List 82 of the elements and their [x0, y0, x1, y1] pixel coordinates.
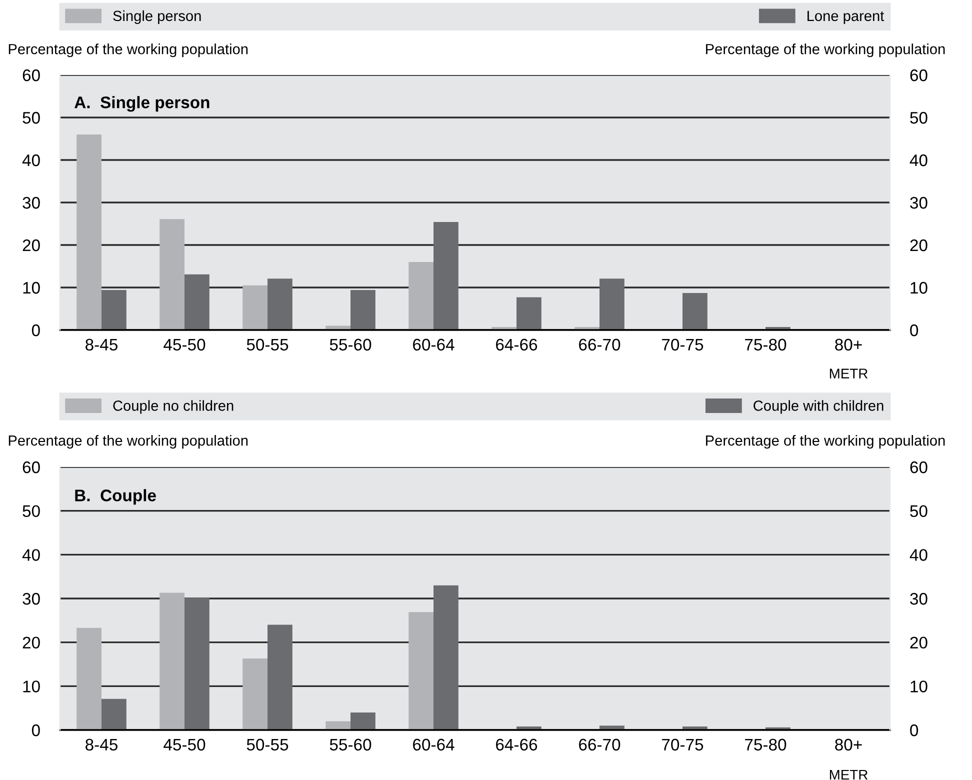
- bar: [184, 598, 210, 730]
- x-tick-label: 55-60: [330, 738, 372, 751]
- y2-tick-label: 20: [910, 636, 928, 649]
- bar: [326, 721, 350, 730]
- y-tick-label: 30: [22, 196, 40, 209]
- legend-label: Single person: [113, 10, 201, 24]
- x-tick-label: 55-60: [330, 338, 372, 351]
- bar: [160, 592, 184, 730]
- y2-tick-label: 60: [910, 69, 928, 82]
- x-axis-title: METR: [830, 368, 868, 378]
- y2-axis-title: Percentage of the working population: [706, 434, 945, 449]
- x-tick-label: 45-50: [164, 738, 206, 751]
- y2-tick-label: 50: [910, 112, 928, 124]
- legend-label: Couple with children: [754, 400, 884, 414]
- y-tick-label: 0: [32, 724, 40, 736]
- y2-tick-label: 30: [910, 592, 928, 605]
- x-tick-label: 75-80: [745, 338, 786, 351]
- bar: [242, 658, 268, 730]
- y-tick-label: 20: [22, 239, 40, 252]
- bar: [682, 293, 708, 330]
- x-tick-label: 80+: [835, 738, 862, 751]
- x-tick-label: 60-64: [413, 738, 454, 751]
- y-axis-title: Percentage of the working population: [8, 434, 248, 449]
- legend-label: Couple no children: [113, 400, 234, 414]
- bar: [242, 285, 268, 330]
- bar: [184, 274, 210, 330]
- y2-tick-label: 60: [910, 461, 928, 474]
- y2-axis-title: Percentage of the working population: [706, 44, 945, 58]
- text: B. Couple: [75, 489, 156, 505]
- bar: [350, 712, 376, 730]
- bar: [268, 278, 292, 330]
- x-tick-label: 8-45: [86, 738, 118, 751]
- y-tick-label: 60: [22, 69, 40, 82]
- x-tick-label: 8-45: [86, 338, 118, 351]
- x-tick-label: 50-55: [246, 738, 288, 751]
- y2-tick-label: 0: [910, 324, 918, 336]
- y2-tick-label: 10: [910, 282, 928, 294]
- y-tick-label: 10: [23, 680, 40, 692]
- y2-tick-label: 50: [910, 505, 928, 518]
- bar: [76, 134, 102, 330]
- x-axis-title: METR: [830, 770, 868, 780]
- bar: [600, 278, 624, 330]
- x-tick-label: 64-66: [496, 738, 538, 751]
- bar: [76, 628, 102, 730]
- x-tick-label: 75-80: [745, 738, 786, 751]
- y2-tick-label: 0: [910, 724, 918, 736]
- x-tick-label: 50-55: [246, 338, 288, 351]
- y2-tick-label: 40: [910, 154, 928, 166]
- y-tick-label: 50: [22, 505, 40, 518]
- y-tick-label: 10: [23, 282, 40, 294]
- y2-tick-label: 10: [910, 680, 928, 692]
- bar: [102, 290, 126, 330]
- x-tick-label: 80+: [835, 338, 862, 351]
- x-tick-label: 70-75: [662, 338, 704, 351]
- bar: [160, 219, 184, 330]
- x-tick-label: 70-75: [662, 738, 704, 751]
- x-tick-label: 45-50: [164, 338, 206, 351]
- x-tick-label: 64-66: [496, 338, 538, 351]
- legend-label: Lone parent: [808, 10, 884, 24]
- y-tick-label: 50: [22, 112, 40, 124]
- x-tick-label: 66-70: [579, 338, 620, 351]
- bar: [434, 585, 458, 730]
- y2-tick-label: 40: [910, 549, 928, 561]
- bar: [350, 290, 376, 330]
- y-tick-label: 20: [22, 636, 40, 649]
- y-tick-label: 60: [22, 461, 40, 474]
- bar: [408, 612, 434, 730]
- y-tick-label: 0: [32, 324, 40, 336]
- bar: [516, 297, 542, 330]
- y2-tick-label: 20: [910, 239, 928, 252]
- x-tick-label: 66-70: [579, 738, 620, 751]
- y-tick-label: 30: [22, 592, 40, 605]
- y-axis-title: Percentage of the working population: [8, 44, 248, 58]
- bar: [434, 222, 458, 330]
- y-tick-label: 40: [22, 549, 40, 561]
- bar: [408, 262, 434, 330]
- x-tick-label: 60-64: [413, 338, 454, 351]
- bar: [268, 624, 292, 730]
- y2-tick-label: 30: [910, 196, 928, 209]
- text: A. Single person: [74, 96, 210, 112]
- bar: [102, 698, 126, 730]
- y-tick-label: 40: [22, 154, 40, 166]
